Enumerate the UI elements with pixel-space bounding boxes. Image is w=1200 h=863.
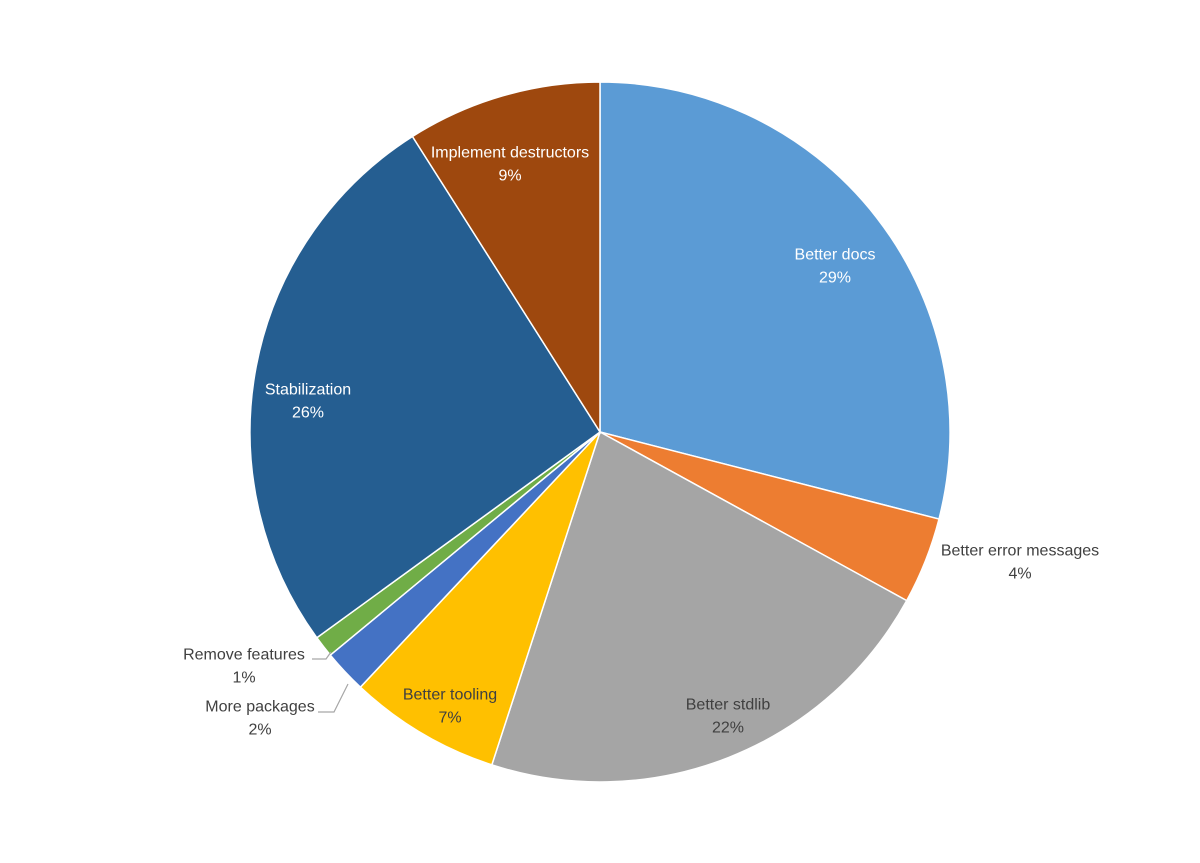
slice-percent-remove-features: 1%: [232, 670, 255, 687]
slice-percent-better-error-messages: 4%: [1008, 566, 1031, 583]
data-label-better-error-messages: Better error messages 4%: [941, 543, 1099, 583]
data-label-better-docs: Better docs 29%: [795, 247, 876, 287]
slice-label-better-error-messages: Better error messages: [941, 543, 1099, 560]
slice-percent-better-tooling: 7%: [438, 710, 461, 727]
slice-label-better-stdlib: Better stdlib: [686, 697, 771, 714]
data-label-stabilization: Stabilization 26%: [265, 382, 351, 422]
data-label-better-stdlib: Better stdlib 22%: [686, 697, 771, 737]
slice-label-stabilization: Stabilization: [265, 382, 351, 399]
data-label-implement-destructors: Implement destructors 9%: [431, 145, 589, 185]
slice-label-implement-destructors: Implement destructors: [431, 145, 589, 162]
slice-percent-better-docs: 29%: [819, 270, 851, 287]
slices-layer: [249, 81, 951, 783]
pie-slice-stabilization: [249, 135, 602, 639]
pie-slice-implement-destructors: [411, 81, 601, 435]
leader-line-more-packages: [318, 683, 349, 713]
leader-line-remove-features: [312, 651, 332, 660]
leader-lines-layer: [312, 651, 349, 713]
data-label-better-tooling: Better tooling 7%: [403, 687, 497, 727]
slice-label-more-packages: More packages: [205, 699, 314, 716]
pie-slice-better-tooling: [359, 431, 601, 766]
pie-slice-better-stdlib: [490, 430, 908, 783]
slice-percent-more-packages: 2%: [248, 722, 271, 739]
labels-layer: Better docs 29%Better error messages 4%Bet…: [183, 145, 1099, 739]
pie-slice-better-docs: [599, 81, 951, 520]
slice-percent-stabilization: 26%: [292, 405, 324, 422]
slice-label-better-tooling: Better tooling: [403, 687, 497, 704]
data-label-remove-features: Remove features 1%: [183, 647, 305, 687]
slice-percent-implement-destructors: 9%: [498, 168, 521, 185]
slice-percent-better-stdlib: 22%: [712, 720, 744, 737]
slice-label-better-docs: Better docs: [795, 247, 876, 264]
slice-label-remove-features: Remove features: [183, 647, 305, 664]
data-label-more-packages: More packages 2%: [205, 699, 314, 739]
